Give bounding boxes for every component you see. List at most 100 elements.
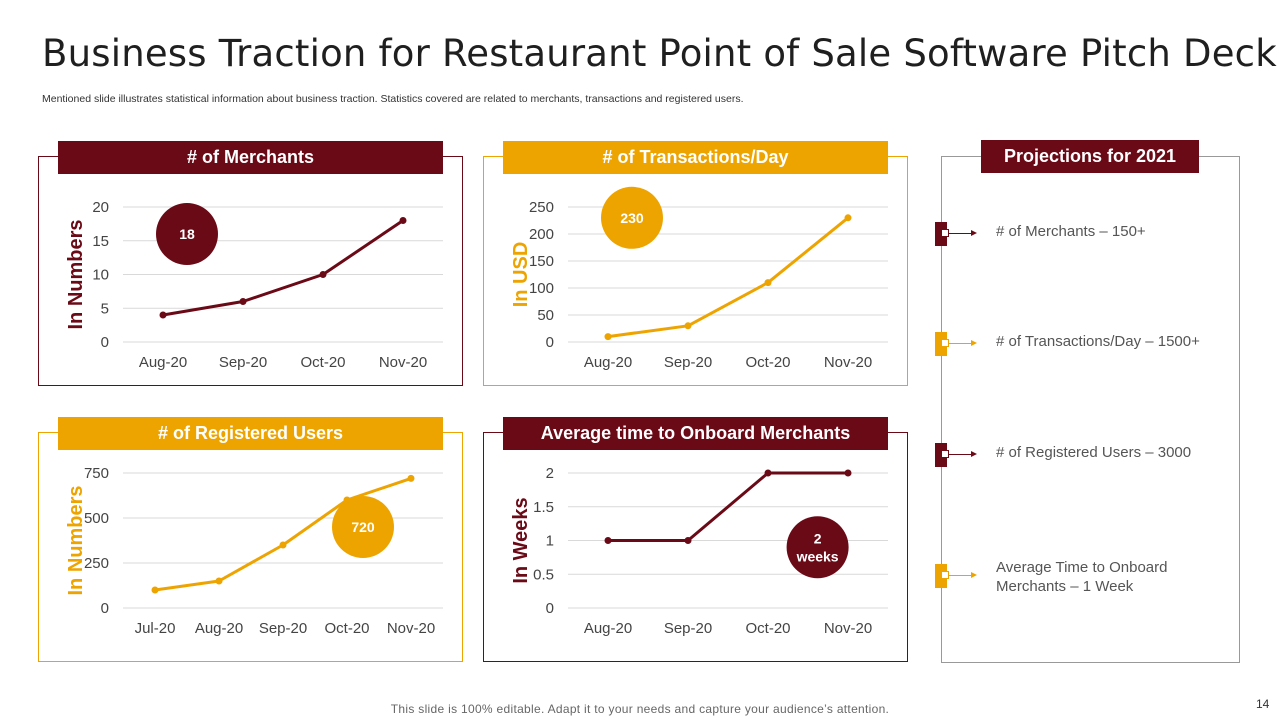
y-axis-label: In USD [510, 242, 532, 308]
projection-text: # of Transactions/Day – 1500+ [996, 333, 1200, 350]
series-line [608, 471, 848, 542]
y-tick-label: 1.5 [533, 499, 554, 516]
y-tick-label: 5 [101, 300, 109, 317]
x-tick-label: Jul-20 [135, 620, 176, 637]
series-line [607, 216, 849, 339]
value-badge [786, 516, 849, 579]
y-axis-label: In Numbers [65, 219, 87, 329]
y-tick-label: 200 [529, 226, 554, 243]
bullet-marker-icon [935, 332, 949, 356]
x-tick-label: Aug-20 [195, 620, 243, 637]
badge-label: 720 [351, 519, 375, 535]
bullet-marker-icon [935, 222, 949, 246]
data-point [604, 333, 612, 341]
data-point [399, 217, 407, 224]
x-tick-label: Sep-20 [259, 620, 307, 637]
y-axis-label: In Numbers [65, 485, 87, 595]
badge-label: 230 [620, 210, 644, 226]
data-point [159, 311, 167, 319]
projection-text: Average Time to Onboard Merchants – 1 We… [996, 559, 1168, 595]
x-tick-label: Aug-20 [584, 354, 632, 371]
projection-item-transactions: # of Transactions/Day – 1500+ [935, 332, 1235, 372]
y-tick-label: 750 [84, 465, 109, 482]
y-tick-label: 0 [546, 600, 554, 617]
y-tick-label: 0 [101, 334, 109, 351]
onboard-time-chart-header: Average time to Onboard Merchants [503, 417, 888, 450]
y-tick-label: 1 [546, 533, 554, 550]
data-point [407, 474, 415, 482]
x-tick-label: Sep-20 [664, 620, 712, 637]
data-point [764, 469, 772, 477]
page-number: 14 [1256, 697, 1270, 711]
y-tick-label: 15 [92, 233, 109, 250]
footer-note: This slide is 100% editable. Adapt it to… [390, 702, 890, 716]
series-line [162, 219, 404, 317]
badge-label: 2 [814, 530, 822, 546]
badge-label: 18 [179, 226, 195, 242]
data-point [239, 298, 247, 305]
data-point [844, 469, 852, 477]
data-point [684, 322, 692, 330]
x-tick-label: Nov-20 [387, 620, 435, 637]
data-point [684, 537, 692, 544]
x-tick-label: Sep-20 [219, 354, 267, 371]
registered-users-chart-panel [38, 432, 463, 662]
arrow-right-icon [971, 340, 977, 346]
y-tick-label: 100 [529, 280, 554, 297]
y-tick-label: 0 [101, 600, 109, 617]
onboard-time-chart: 0 0.5 1 1.5 2 Aug-20 Sep-20 Oct-20 Nov-20 In Week… [510, 465, 888, 637]
data-point [604, 537, 612, 544]
projection-text: # of Merchants – 150+ [996, 223, 1146, 240]
y-tick-label: 10 [92, 267, 109, 284]
badge-label: weeks [796, 548, 839, 564]
data-point [764, 279, 772, 287]
registered-users-chart: 0 250 500 750 Jul-20 Aug-20 Sep-20 Oct-20 Nov-20… [65, 465, 443, 637]
data-point [844, 214, 852, 222]
x-tick-label: Oct-20 [324, 620, 369, 637]
arrow-right-icon [971, 230, 977, 236]
projection-text: # of Registered Users – 3000 [996, 444, 1192, 461]
bullet-marker-icon [935, 443, 949, 467]
y-tick-label: 0.5 [533, 566, 554, 583]
bullet-marker-icon [935, 564, 949, 588]
slide-subtitle: Mentioned slide illustrates statistical … [42, 93, 744, 105]
data-point [151, 586, 159, 594]
x-tick-label: Oct-20 [745, 620, 790, 637]
x-tick-label: Nov-20 [824, 620, 872, 637]
data-point [319, 271, 327, 278]
y-tick-label: 2 [546, 465, 554, 482]
y-tick-label: 250 [84, 555, 109, 572]
y-axis-label: In Weeks [510, 497, 532, 583]
arrow-right-icon [971, 572, 977, 578]
x-tick-label: Nov-20 [824, 354, 872, 371]
y-tick-label: 250 [529, 199, 554, 216]
projections-title: Projections for 2021 [981, 140, 1199, 173]
transactions-chart-panel [483, 156, 908, 386]
transactions-chart: 0 50 100 150 200 250 Aug-20 Sep-20 Oct-20 Nov-20 I… [510, 186, 888, 371]
slide-title: Business Traction for Restaurant Point o… [42, 32, 1277, 75]
x-tick-label: Aug-20 [584, 620, 632, 637]
x-tick-label: Sep-20 [664, 354, 712, 371]
y-tick-label: 20 [92, 199, 109, 216]
x-tick-label: Nov-20 [379, 354, 427, 371]
y-tick-label: 0 [546, 334, 554, 351]
x-tick-label: Oct-20 [745, 354, 790, 371]
y-tick-label: 500 [84, 510, 109, 527]
projection-item-onboard-time: Average Time to Onboard Merchants – 1 We… [935, 559, 1235, 604]
value-badge [156, 203, 218, 265]
merchants-chart-panel [38, 156, 463, 386]
x-tick-label: Aug-20 [139, 354, 187, 371]
projection-item-registered-users: # of Registered Users – 3000 [935, 443, 1235, 483]
value-badge [332, 496, 394, 558]
x-tick-label: Oct-20 [300, 354, 345, 371]
y-tick-label: 50 [537, 307, 554, 324]
merchants-chart-header: # of Merchants [58, 141, 443, 174]
transactions-chart-header: # of Transactions/Day [503, 141, 888, 174]
value-badge [601, 186, 663, 249]
registered-users-chart-header: # of Registered Users [58, 417, 443, 450]
merchants-chart: 0 5 10 15 20 Aug-20 Sep-20 Oct-20 Nov-20 In Numbe… [65, 199, 443, 371]
data-point [279, 541, 287, 549]
projection-item-merchants: # of Merchants – 150+ [935, 222, 1235, 262]
arrow-right-icon [971, 451, 977, 457]
y-tick-label: 150 [529, 253, 554, 270]
